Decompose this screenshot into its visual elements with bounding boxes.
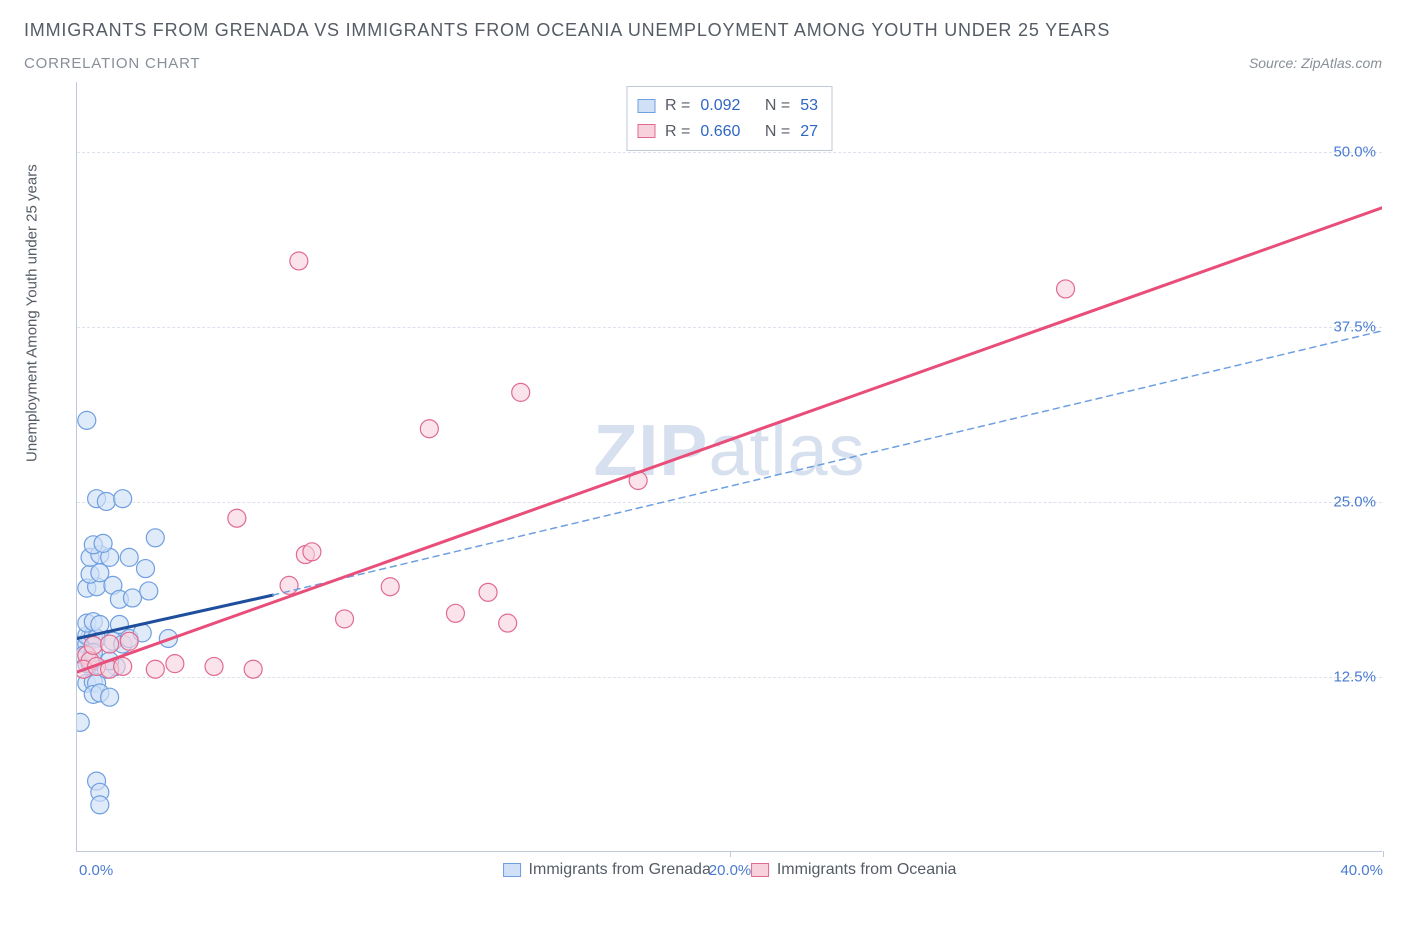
chart-subtitle: CORRELATION CHART: [24, 55, 200, 72]
data-point-oceania: [381, 578, 399, 596]
data-point-grenada: [91, 796, 109, 814]
x-tick-label: 40.0%: [1340, 862, 1383, 879]
data-point-oceania: [336, 610, 354, 628]
x-tick-label: 20.0%: [709, 862, 752, 879]
subtitle-row: CORRELATION CHART Source: ZipAtlas.com: [24, 55, 1382, 72]
n-value-oceania: 27: [800, 119, 818, 145]
data-point-grenada: [146, 529, 164, 547]
legend-item-grenada: Immigrants from Grenada: [503, 861, 711, 879]
data-point-oceania: [290, 252, 308, 270]
legend-label-grenada: Immigrants from Grenada: [529, 861, 711, 879]
data-point-grenada: [137, 560, 155, 578]
data-point-oceania: [479, 583, 497, 601]
data-point-grenada: [91, 564, 109, 582]
data-point-oceania: [166, 655, 184, 673]
data-point-oceania: [446, 604, 464, 622]
data-point-grenada: [94, 534, 112, 552]
r-label: R =: [665, 119, 690, 145]
data-point-oceania: [228, 509, 246, 527]
data-point-oceania: [1057, 280, 1075, 298]
y-axis-label: Unemployment Among Youth under 25 years: [24, 164, 41, 462]
data-point-oceania: [244, 660, 262, 678]
swatch-grenada-icon: [637, 99, 655, 113]
data-point-grenada: [77, 713, 89, 731]
data-point-oceania: [499, 614, 517, 632]
data-point-oceania: [114, 657, 132, 675]
x-tick-mark: [1383, 851, 1384, 857]
x-tick-label: 0.0%: [79, 862, 113, 879]
r-value-oceania: 0.660: [700, 119, 740, 145]
n-value-grenada: 53: [800, 93, 818, 119]
legend-item-oceania: Immigrants from Oceania: [751, 861, 957, 879]
swatch-oceania-icon: [637, 124, 655, 138]
page-title: IMMIGRANTS FROM GRENADA VS IMMIGRANTS FR…: [24, 20, 1382, 41]
r-label: R =: [665, 93, 690, 119]
data-point-grenada: [114, 490, 132, 508]
data-point-grenada: [123, 589, 141, 607]
legend-row-grenada: R = 0.092 N = 53: [637, 93, 818, 119]
chart-svg: [77, 82, 1382, 851]
x-tick-mark: [730, 851, 731, 857]
swatch-oceania-icon: [751, 863, 769, 877]
data-point-grenada: [140, 582, 158, 600]
data-point-grenada: [78, 411, 96, 429]
data-point-grenada: [101, 688, 119, 706]
data-point-oceania: [101, 635, 119, 653]
swatch-grenada-icon: [503, 863, 521, 877]
source-credit: Source: ZipAtlas.com: [1249, 55, 1382, 71]
data-point-oceania: [512, 383, 530, 401]
legend-row-oceania: R = 0.660 N = 27: [637, 119, 818, 145]
data-point-grenada: [97, 492, 115, 510]
n-label: N =: [765, 119, 790, 145]
data-point-oceania: [420, 420, 438, 438]
n-label: N =: [765, 93, 790, 119]
legend-label-oceania: Immigrants from Oceania: [777, 861, 957, 879]
data-point-oceania: [146, 660, 164, 678]
data-point-oceania: [303, 543, 321, 561]
r-value-grenada: 0.092: [700, 93, 740, 119]
data-point-oceania: [84, 636, 102, 654]
data-point-oceania: [205, 657, 223, 675]
data-point-grenada: [120, 548, 138, 566]
legend-stats: R = 0.092 N = 53 R = 0.660 N = 27: [626, 86, 833, 151]
data-point-oceania: [120, 632, 138, 650]
plot-area: ZIPatlas R = 0.092 N = 53 R = 0.660 N = …: [76, 82, 1382, 852]
chart-container: Unemployment Among Youth under 25 years …: [24, 82, 1382, 882]
